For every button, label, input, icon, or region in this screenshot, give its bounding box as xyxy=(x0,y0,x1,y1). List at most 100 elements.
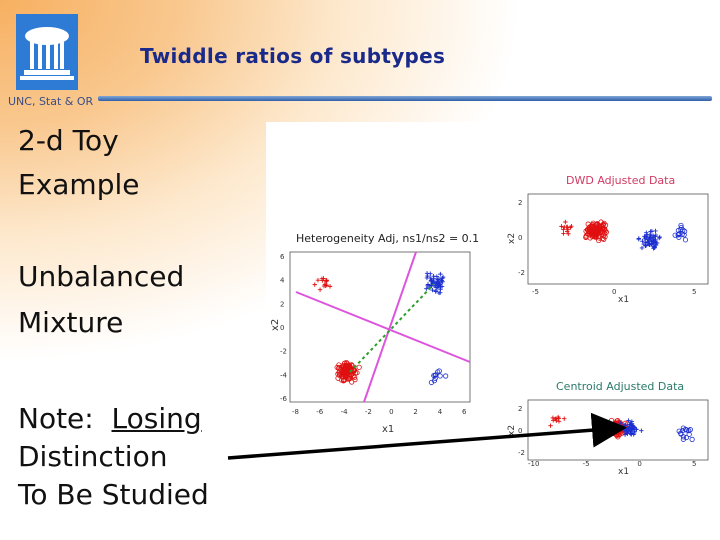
institution-label: UNC, Stat & OR xyxy=(8,95,94,108)
class2-point xyxy=(678,226,684,233)
class1-point xyxy=(324,282,330,288)
class2-point xyxy=(629,419,635,424)
class1-point xyxy=(601,236,607,242)
class2-point xyxy=(687,427,693,433)
class2-point xyxy=(631,430,637,436)
main-plot-axes xyxy=(289,251,471,403)
class1-point xyxy=(562,416,567,421)
main-plot-title: Heterogeneity Adj, ns1/ns2 = 0.1 xyxy=(296,232,479,245)
tick-label: 6 xyxy=(462,408,467,416)
tick-label: 4 xyxy=(280,277,285,285)
body-line-2: Example xyxy=(18,168,140,201)
tick-label: 0 xyxy=(518,234,522,242)
figure-canvas: Heterogeneity Adj, ns1/ns2 = 0.1 -8 -6 -4 -… xyxy=(270,174,709,477)
centroid-connection-line xyxy=(349,283,435,373)
tick-label: 2 xyxy=(518,405,522,413)
class1-point xyxy=(350,370,356,377)
class2-point xyxy=(631,424,637,430)
tick-label: -5 xyxy=(532,288,539,296)
class2-point xyxy=(676,428,682,434)
class2-point xyxy=(433,289,438,294)
class1-point xyxy=(561,227,566,232)
class1-point xyxy=(317,287,323,292)
class2-point xyxy=(681,232,687,238)
tick-label: -8 xyxy=(292,408,299,416)
class1-point xyxy=(559,224,564,229)
class1-point xyxy=(312,282,317,287)
slide-title: Twiddle ratios of subtypes xyxy=(140,44,446,68)
class2-point xyxy=(651,236,657,242)
class1-point xyxy=(600,235,606,242)
tick-label: 0 xyxy=(518,427,522,435)
class2-point xyxy=(653,228,658,234)
class1-point xyxy=(602,226,608,232)
tick-label: -6 xyxy=(280,395,288,403)
centroid-ylabel: x2 xyxy=(507,425,517,436)
main-xlabel: x1 xyxy=(382,424,394,435)
class1-point xyxy=(594,221,600,227)
class1-point xyxy=(346,376,352,382)
class1-point xyxy=(555,414,561,420)
body-line-1: 2-d Toy xyxy=(18,124,119,157)
class1-point xyxy=(551,418,556,423)
class1-point xyxy=(340,366,347,373)
tick-label: 0 xyxy=(612,288,616,296)
class2-point xyxy=(649,241,655,246)
class1-point xyxy=(566,231,571,236)
class1-point xyxy=(553,416,559,422)
separating-hyperplane-line xyxy=(295,291,471,363)
class2-point xyxy=(639,245,645,251)
class2-point xyxy=(425,283,431,288)
class1-point xyxy=(583,233,589,239)
figure-panel: Heterogeneity Adj, ns1/ns2 = 0.1 -8 -6 -4 -… xyxy=(266,122,720,540)
class1-point xyxy=(561,231,566,236)
class1-point xyxy=(565,227,571,232)
class2-point xyxy=(639,428,644,433)
class1-point xyxy=(608,417,615,424)
main-ylabel: x2 xyxy=(270,319,281,331)
tick-label: 5 xyxy=(692,288,696,296)
tick-label: -2 xyxy=(518,449,525,457)
class2-point xyxy=(657,234,662,240)
class1-point xyxy=(341,377,347,383)
tick-label: 4 xyxy=(438,408,443,416)
class2-point xyxy=(428,271,433,276)
class1-point xyxy=(344,367,350,373)
class2-point xyxy=(437,290,443,295)
class1-point xyxy=(601,227,607,233)
body-line-6: Distinction xyxy=(18,440,168,473)
class1-point xyxy=(336,365,342,371)
tick-label: -2 xyxy=(518,269,525,277)
class1-point xyxy=(594,226,600,232)
tick-label: 2 xyxy=(413,408,417,416)
body-line-3: Unbalanced xyxy=(18,260,185,293)
class1-point xyxy=(356,364,362,370)
class1-point xyxy=(337,373,343,379)
class1-point xyxy=(336,364,342,371)
tick-label: -2 xyxy=(280,348,287,356)
class2-point xyxy=(650,233,656,238)
tick-label: -10 xyxy=(528,460,539,468)
class1-point xyxy=(589,224,595,230)
class2-point xyxy=(424,275,430,281)
class2-point xyxy=(424,286,429,291)
class1-point xyxy=(568,225,573,230)
class1-point xyxy=(347,375,353,381)
class2-point xyxy=(434,274,440,279)
tick-label: 5 xyxy=(692,460,696,468)
class1-point xyxy=(339,373,345,379)
class1-point xyxy=(321,283,327,289)
class2-point xyxy=(629,432,634,437)
class2-point xyxy=(652,245,657,250)
class1-point xyxy=(344,364,350,370)
class1-point xyxy=(348,362,355,368)
class1-point xyxy=(565,224,570,230)
class2-point xyxy=(430,287,435,293)
class2-point xyxy=(436,368,442,374)
class1-point xyxy=(592,234,599,240)
class2-point xyxy=(431,372,437,379)
dwd-plot-axes xyxy=(527,193,709,285)
centroid-plot: Centroid Adjusted Data -10 -5 0 5 2 0 -2 x1 x… xyxy=(507,380,709,477)
class1-point xyxy=(344,360,350,366)
class2-point xyxy=(438,271,443,277)
